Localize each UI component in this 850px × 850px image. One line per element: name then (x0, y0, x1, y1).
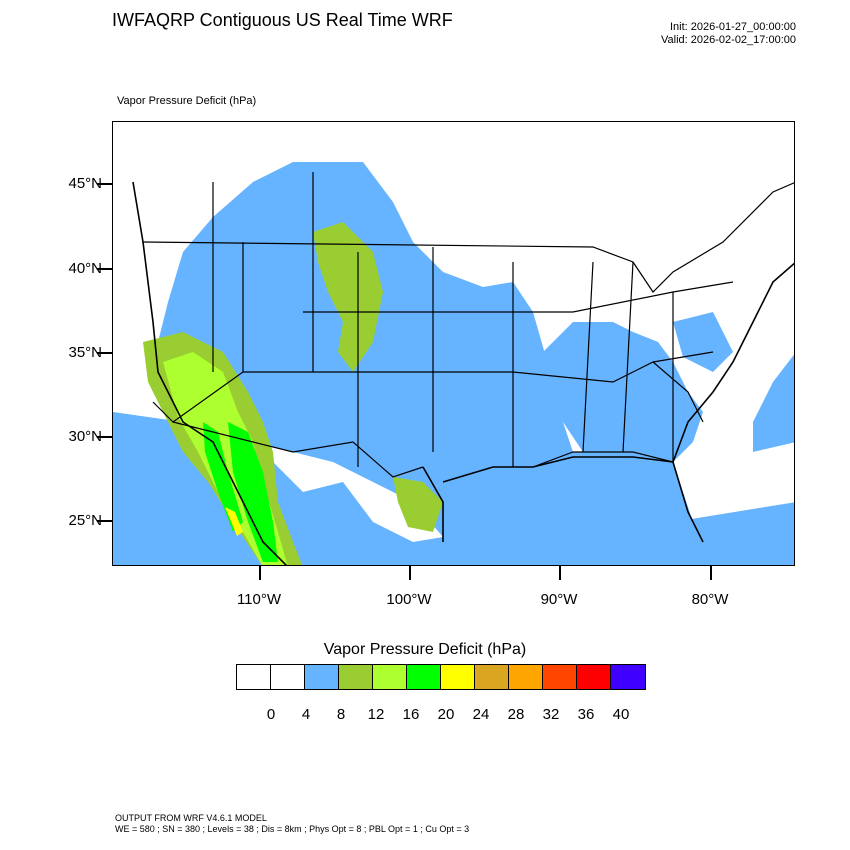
lat-label-25: 25°N (68, 512, 102, 529)
south-texas-olive-region (393, 477, 443, 532)
colorbar-cell (237, 665, 271, 689)
colorbar-label: 24 (472, 706, 490, 723)
lon-tick (259, 566, 261, 580)
colorbar-label: 28 (507, 706, 525, 723)
colorbar-cell (271, 665, 305, 689)
colorbar-label: 4 (301, 706, 311, 723)
colorbar-label: 8 (336, 706, 346, 723)
lat-tick (97, 436, 112, 438)
lon-tick (559, 566, 561, 580)
colorbar-title: Vapor Pressure Deficit (hPa) (323, 641, 527, 658)
colorbar-label: 40 (612, 706, 630, 723)
colorbar-cell (441, 665, 475, 689)
boundaries (142, 172, 794, 478)
southeast-blue-region (543, 322, 703, 462)
atlantic-region (753, 354, 794, 452)
colorbar-label: 12 (367, 706, 385, 723)
lat-label-45: 45°N (68, 175, 102, 192)
footer-line-2: WE = 580 ; SN = 380 ; Levels = 38 ; Dis … (115, 824, 470, 834)
coastline (132, 181, 794, 565)
carolina-blue-region (623, 362, 688, 412)
valid-time: Valid: 2026-02-02_17:00:00 (661, 34, 796, 46)
lon-label-80w: 80°W (691, 591, 729, 608)
vpd-map (113, 162, 794, 565)
run-info: Init: 2026-01-27_00:00:00 Valid: 2026-02… (661, 21, 796, 47)
footer-line-1: OUTPUT FROM WRF V4.6.1 MODEL (115, 813, 267, 823)
rockies-olive-region (313, 222, 383, 372)
baja-green-region (203, 422, 243, 532)
chart-title: IWFAQRP Contiguous US Real Time WRF (112, 10, 453, 30)
lat-label-35: 35°N (68, 344, 102, 361)
lat-label-40: 40°N (68, 260, 102, 277)
colorbar-cell (475, 665, 509, 689)
lon-label-100w: 100°W (386, 591, 432, 608)
baja-yellow-region (225, 507, 243, 536)
lon-tick (710, 566, 712, 580)
colorbar-cell (373, 665, 407, 689)
colorbar-label: 0 (266, 706, 276, 723)
colorbar-label: 36 (577, 706, 595, 723)
lat-label-30: 30°N (68, 428, 102, 445)
lat-tick (97, 352, 112, 354)
init-time: Init: 2026-01-27_00:00:00 (670, 21, 796, 33)
lon-tick (409, 566, 411, 580)
caribbean-region (673, 502, 794, 565)
model-footer: OUTPUT FROM WRF V4.6.1 MODEL WE = 580 ; … (115, 813, 469, 835)
colorbar-cell (407, 665, 441, 689)
colorbar-label: 32 (542, 706, 560, 723)
lat-tick (97, 520, 112, 522)
colorbar (236, 664, 646, 690)
colorbar-label: 20 (437, 706, 455, 723)
lat-tick (97, 183, 112, 185)
colorbar-cell (577, 665, 611, 689)
colorbar-cell (611, 665, 645, 689)
virginia-blue-region (673, 312, 733, 372)
sonora-green-region (228, 422, 278, 562)
colorbar-cell (339, 665, 373, 689)
colorbar-label: 16 (402, 706, 420, 723)
colorbar-cell (543, 665, 577, 689)
colorbar-cell (305, 665, 339, 689)
colorbar-cell (509, 665, 543, 689)
lon-label-110w: 110°W (236, 591, 282, 608)
lat-tick (97, 268, 112, 270)
field-label: Vapor Pressure Deficit (hPa) (117, 95, 257, 107)
lon-label-90w: 90°W (540, 591, 578, 608)
map-panel (112, 121, 795, 566)
